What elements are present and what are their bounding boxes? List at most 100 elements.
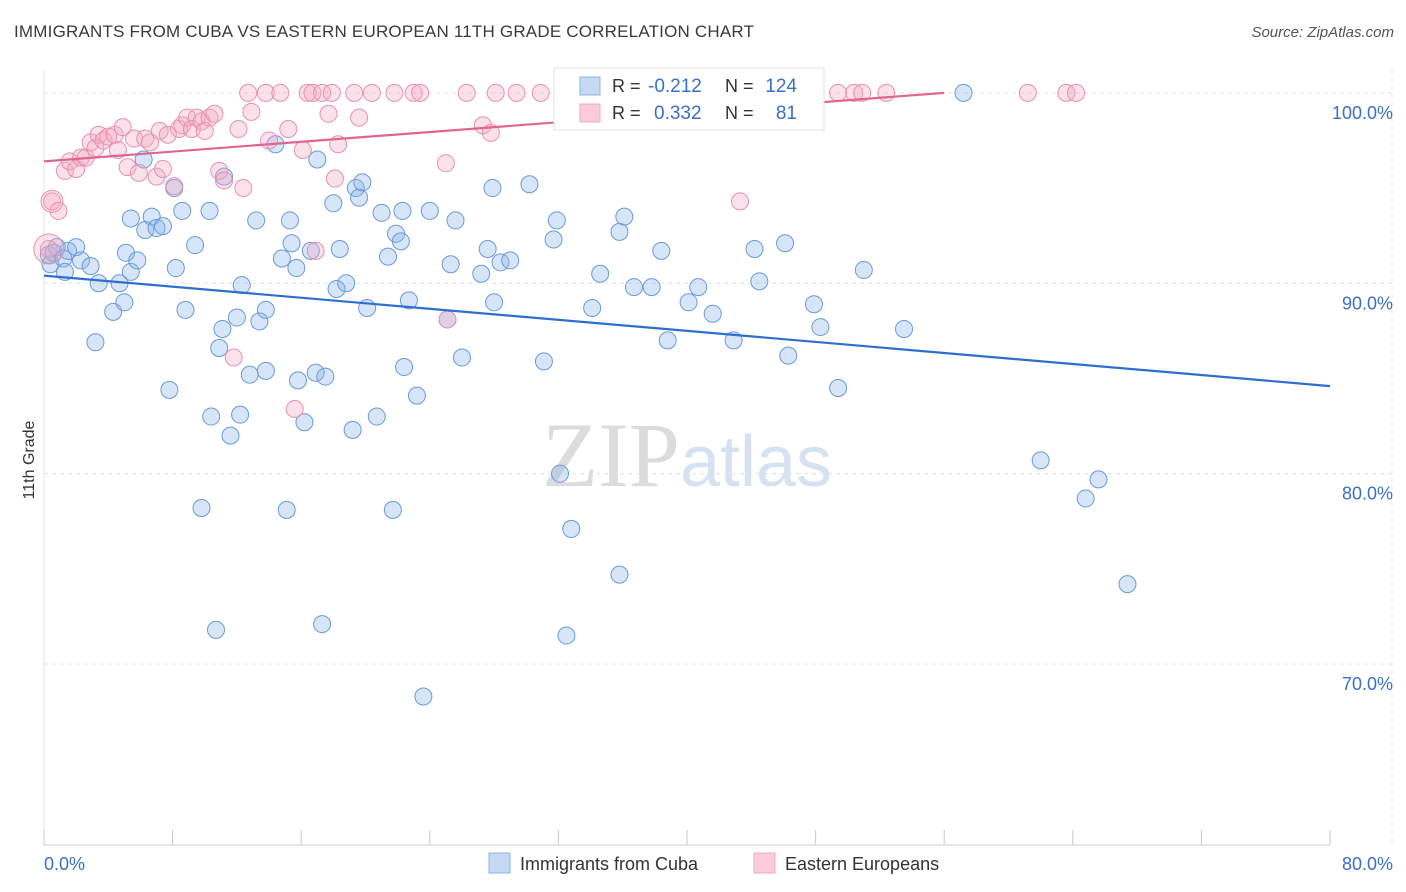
- scatter-point: [404, 83, 423, 102]
- scatter-point: [544, 230, 563, 249]
- svg-text:124: 124: [765, 76, 797, 97]
- scatter-point: [829, 83, 848, 102]
- y-tick-label: 70.0%: [1342, 674, 1393, 694]
- scatter-point: [337, 274, 356, 293]
- scatter-point: [287, 259, 306, 278]
- legend-n-value-1: 124: [765, 76, 797, 97]
- scatter-point: [271, 83, 290, 102]
- scatter-point: [173, 201, 192, 220]
- scatter-point: [407, 386, 426, 405]
- scatter-point: [308, 150, 327, 169]
- scatter-point: [67, 238, 86, 257]
- scatter-point: [689, 278, 708, 297]
- scatter-point: [385, 83, 404, 102]
- scatter-point: [303, 83, 322, 102]
- legend-r-value-2: 0.332: [654, 103, 702, 124]
- scatter-point: [256, 300, 275, 319]
- scatter-point: [658, 331, 677, 350]
- scatter-point: [325, 169, 344, 188]
- series-immigrants-from-cuba: [39, 83, 1137, 706]
- scatter-point: [615, 207, 634, 226]
- scatter-point: [420, 201, 439, 220]
- scatter-point: [652, 241, 671, 260]
- scatter-point: [551, 464, 570, 483]
- scatter-point: [895, 319, 914, 338]
- scatter-point: [55, 161, 74, 180]
- scatter-point: [316, 367, 335, 386]
- chart-source: Source: ZipAtlas.com: [1251, 24, 1394, 41]
- scatter-point: [71, 251, 90, 270]
- scatter-point: [298, 83, 317, 102]
- scatter-point: [202, 407, 221, 426]
- scatter-point: [703, 304, 722, 323]
- scatter-point: [239, 83, 258, 102]
- scatter-point: [1057, 83, 1076, 102]
- stats-legend: R = -0.212 N = 124 R = 0.332 N = 81: [553, 67, 825, 131]
- scatter-point: [679, 293, 698, 312]
- scatter-point: [624, 278, 643, 297]
- scatter-point: [285, 399, 304, 418]
- svg-text:0.332: 0.332: [654, 103, 702, 124]
- scatter-point: [610, 565, 629, 584]
- x-tick-label: 80.0%: [1342, 854, 1393, 874]
- scatter-point: [115, 293, 134, 312]
- svg-text:81: 81: [776, 103, 797, 124]
- scatter-point: [811, 318, 830, 337]
- svg-text:R =: R =: [612, 76, 641, 96]
- scatter-point: [353, 173, 372, 192]
- scatter-point: [1031, 451, 1050, 470]
- scatter-point: [350, 188, 369, 207]
- scatter-point: [731, 192, 750, 211]
- series-legend-swatch-cuba: [488, 852, 511, 874]
- legend-n-label-2: N =: [725, 103, 754, 123]
- scatter-point: [134, 150, 153, 169]
- scatter-point: [367, 407, 386, 426]
- scatter-point: [486, 83, 505, 102]
- scatter-point: [81, 257, 100, 276]
- scatter-point: [379, 247, 398, 266]
- scatter-point: [1018, 83, 1037, 102]
- scatter-point: [472, 264, 491, 283]
- scatter-point: [1076, 489, 1095, 508]
- watermark: ZIPatlas: [542, 404, 832, 506]
- svg-text:N =: N =: [725, 76, 754, 96]
- legend-swatch-eastern: [579, 103, 601, 123]
- scatter-point: [176, 300, 195, 319]
- scatter-point: [240, 365, 259, 384]
- scatter-point: [414, 687, 433, 706]
- scatter-point: [128, 251, 147, 270]
- scatter-point: [804, 295, 823, 314]
- scatter-point: [213, 319, 232, 338]
- scatter-point: [121, 262, 140, 281]
- scatter-point: [99, 127, 118, 146]
- scatter-point: [277, 500, 296, 519]
- scatter-point: [158, 125, 177, 144]
- scatter-point: [1089, 470, 1108, 489]
- y-axis-label: 11th Grade: [21, 420, 38, 499]
- scatter-point: [306, 363, 325, 382]
- scatter-point: [224, 348, 243, 367]
- scatter-point: [121, 209, 140, 228]
- series-legend-swatch-eastern: [753, 852, 776, 874]
- scatter-point: [534, 352, 553, 371]
- scatter-point: [591, 264, 610, 283]
- scatter-point: [776, 234, 795, 253]
- scatter-point: [280, 211, 299, 230]
- scatter-point: [147, 219, 166, 238]
- scatter-point: [854, 260, 873, 279]
- legend-n-value-2: 81: [776, 103, 797, 124]
- scatter-point: [853, 83, 872, 102]
- scatter-point: [313, 615, 332, 634]
- scatter-point: [411, 83, 430, 102]
- scatter-point: [43, 192, 62, 211]
- chart-title: IMMIGRANTS FROM CUBA VS EASTERN EUROPEAN…: [14, 22, 755, 41]
- scatter-point: [118, 158, 137, 177]
- scatter-point: [362, 83, 381, 102]
- scatter-point: [293, 140, 312, 159]
- scatter-point: [322, 83, 341, 102]
- scatter-point: [89, 274, 108, 293]
- scatter-point: [295, 413, 314, 432]
- legend-n-label-1: N =: [725, 76, 754, 96]
- scatter-point: [242, 102, 261, 121]
- x-axis-tick-labels: 0.0% 80.0%: [44, 854, 1393, 874]
